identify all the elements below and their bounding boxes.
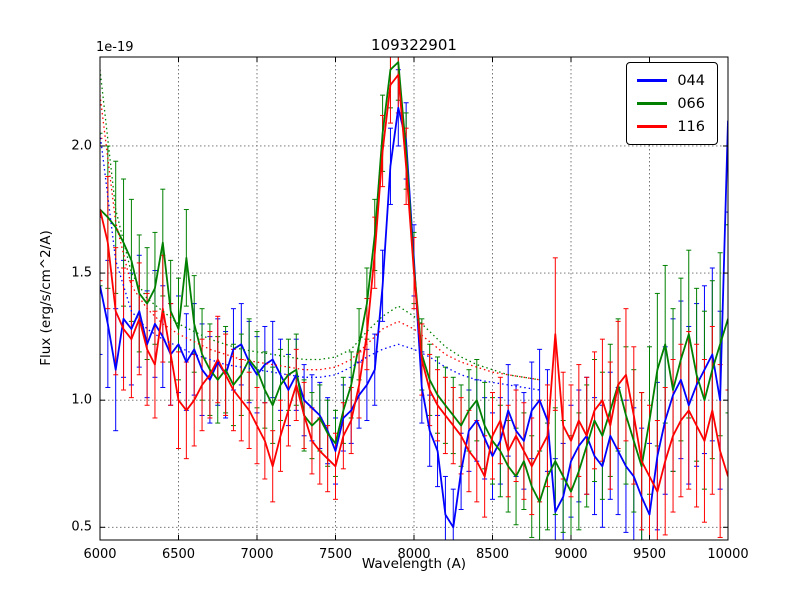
smoothed-line-044-smoothed: [100, 133, 540, 391]
x-tick-label: 7500: [318, 547, 353, 562]
legend-label: 116: [677, 118, 705, 135]
legend-line-sample-red: [637, 125, 668, 128]
series-line-116: [100, 73, 728, 493]
plot-title: 109322901: [371, 36, 457, 54]
legend-label: 044: [677, 72, 705, 89]
x-axis-label: Wavelength (A): [361, 556, 467, 572]
y-axis-offset-text: 1e-19: [96, 40, 134, 55]
axes-frame: [99, 56, 729, 541]
y-tick-label: 1.0: [71, 392, 92, 408]
legend-line-sample-green: [637, 102, 668, 105]
x-tick-label: 6500: [161, 547, 196, 562]
y-tick-label: 1.5: [71, 265, 92, 281]
y-axis-label: Flux (erg/s/cm^2/A): [38, 230, 54, 366]
x-tick-label: 6000: [83, 547, 117, 562]
legend: 044 066 116: [626, 62, 718, 145]
legend-item-044: 044: [637, 69, 705, 92]
y-tick-label: 0.5: [71, 519, 92, 535]
y-tick-label: 2.0: [71, 138, 92, 154]
x-tick-label: 7000: [240, 547, 274, 562]
legend-label: 066: [677, 95, 705, 112]
legend-item-066: 066: [637, 92, 705, 115]
x-tick-label: 9000: [554, 547, 588, 562]
legend-item-116: 116: [637, 115, 705, 138]
legend-line-sample-blue: [637, 79, 668, 82]
data-layer: [100, 57, 728, 540]
smoothed-line-066-smoothed: [100, 69, 540, 381]
x-tick-label: 8500: [475, 547, 510, 562]
x-tick-label: 10000: [707, 547, 749, 562]
smoothed-line-116-smoothed: [100, 95, 540, 381]
x-tick-label: 9500: [632, 547, 667, 562]
x-tick-label: 8000: [397, 547, 431, 562]
